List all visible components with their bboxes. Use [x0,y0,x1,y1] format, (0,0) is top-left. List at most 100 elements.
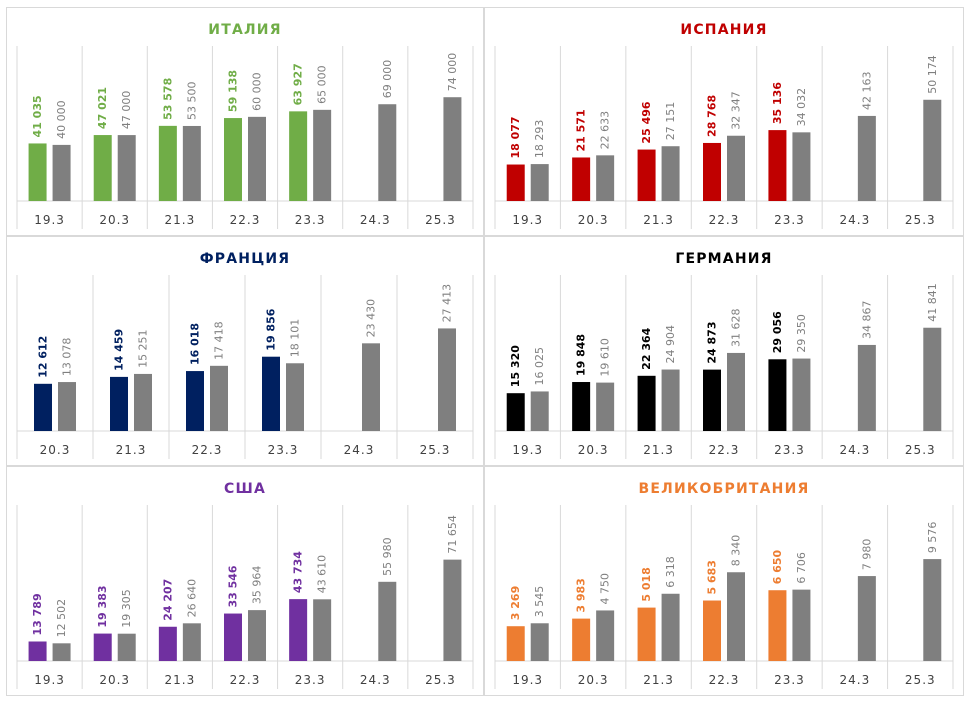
data-bar [289,111,308,201]
data-label: 50 174 [926,55,939,94]
data-label: 71 654 [446,515,459,554]
data-label: 29 056 [771,311,784,353]
x-tick-label: 24.3 [360,213,391,227]
x-tick-label: 25.3 [905,673,936,687]
x-tick-label: 23.3 [295,213,326,227]
data-bar [923,327,942,431]
data-bar [703,369,721,431]
data-label: 69 000 [381,60,394,99]
data-bar [727,352,745,431]
data-label: 3 545 [533,586,546,618]
data-label: 25 496 [640,101,653,143]
x-tick-label: 24.3 [839,443,870,457]
x-tick-label: 20.3 [578,673,609,687]
data-label: 3 983 [575,578,588,612]
chart-title: США [224,481,266,497]
data-bar [637,607,656,661]
data-label: 21 571 [575,109,588,151]
data-bar [313,109,332,201]
x-tick-label: 22.3 [230,673,261,687]
data-label: 74 000 [446,53,459,92]
data-bar [572,382,591,431]
data-label: 12 612 [37,336,50,378]
chart-svg: США 19.3 13 789 12 502 20.3 19 383 19 305 21.3 2… [16,481,474,689]
data-label: 27 151 [664,102,677,141]
data-label: 53 500 [185,81,198,120]
data-bar [28,143,47,201]
chart-title: ГЕРМАНИЯ [675,251,772,267]
data-bar [596,610,615,661]
data-label: 43 734 [292,551,305,593]
data-bar [506,626,525,661]
data-label: 59 138 [227,70,240,112]
chart-svg: ГЕРМАНИЯ 19.3 15 320 16 025 20.3 19 848 19 610… [494,251,954,459]
data-bar [362,343,380,431]
x-tick-label: 25.3 [905,443,936,457]
data-label: 3 269 [509,586,522,620]
chart-svg: ИСПАНИЯ 19.3 18 077 18 293 20.3 21 571 22 633 2… [494,22,954,229]
x-tick-label: 19.3 [512,443,543,457]
x-tick-label: 25.3 [905,213,936,227]
data-bar [210,365,228,431]
data-bar [792,132,811,201]
data-label: 8 340 [730,535,743,567]
x-tick-label: 20.3 [40,443,71,457]
data-label: 5 683 [706,560,719,594]
data-label: 33 546 [227,565,240,607]
data-label: 6 706 [795,552,808,584]
data-label: 55 980 [381,537,394,576]
data-bar [596,382,615,431]
data-bar [530,164,549,201]
data-bar [768,359,787,431]
x-tick-label: 21.3 [643,213,674,227]
data-bar [158,626,177,661]
x-tick-label: 21.3 [643,443,674,457]
chart-title: ИСПАНИЯ [680,22,767,38]
data-bar [443,97,462,201]
data-bar [572,157,591,201]
data-label: 19 383 [96,585,109,627]
data-label: 23 430 [365,299,378,338]
data-bar [158,125,177,201]
data-bar [28,641,47,661]
x-tick-label: 21.3 [164,213,195,227]
data-label: 24 873 [706,322,719,364]
data-bar [248,610,266,661]
data-bar [703,600,721,661]
data-label: 19 610 [599,338,612,376]
x-tick-label: 25.3 [420,443,451,457]
data-label: 7 980 [860,539,873,571]
data-bar [506,164,525,201]
x-tick-label: 22.3 [709,673,740,687]
chart-panel: ИСПАНИЯ 19.3 18 077 18 293 20.3 21 571 22 633 2… [484,7,964,236]
data-bar [248,116,266,201]
data-label: 19 305 [120,589,133,628]
chart-title: ВЕЛИКОБРИТАНИЯ [639,481,810,497]
data-label: 4 750 [599,573,612,605]
x-tick-label: 21.3 [164,673,195,687]
data-bar [182,623,201,661]
data-bar [857,344,876,431]
x-tick-label: 22.3 [192,443,223,457]
x-tick-label: 19.3 [34,213,65,227]
x-tick-label: 23.3 [774,213,805,227]
data-bar [661,146,680,201]
x-tick-label: 24.3 [839,673,870,687]
data-label: 43 610 [316,555,329,594]
data-label: 12 502 [55,599,68,638]
data-label: 60 000 [251,72,264,111]
data-label: 6 650 [771,549,784,584]
data-bar [703,142,721,201]
data-label: 13 789 [31,593,44,635]
data-bar [110,376,128,431]
data-bar [923,99,942,201]
chart-panel: ВЕЛИКОБРИТАНИЯ 19.3 3 269 3 545 20.3 3 983 4 7… [484,466,964,696]
x-tick-label: 20.3 [99,213,130,227]
chart-svg: ФРАНЦИЯ 20.3 12 612 13 078 21.3 14 459 15 251 2… [16,251,474,459]
x-tick-label: 24.3 [360,673,391,687]
data-label: 63 927 [292,63,305,105]
data-bar [857,576,876,661]
data-label: 42 163 [860,71,873,110]
data-bar [289,599,308,661]
data-bar [661,369,680,431]
